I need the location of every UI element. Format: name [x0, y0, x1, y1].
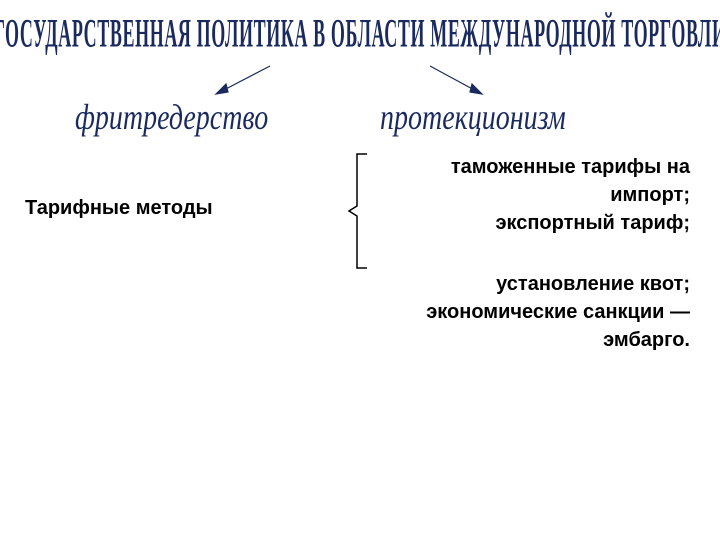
tariff-line: импорт;: [350, 181, 690, 209]
main-title: ГОСУДАРСТВЕННАЯ ПОЛИТИКА В ОБЛАСТИ МЕЖДУ…: [0, 11, 720, 57]
subtitle-right: протекционизм: [380, 98, 566, 140]
nontariff-line: установление квот;: [350, 270, 690, 298]
subtitle-left: фритредерство: [75, 98, 268, 140]
arrow-left-icon: [208, 64, 278, 100]
tariff-line: таможенные тарифы на: [350, 153, 690, 181]
nontariff-items: установление квот; экономические санкции…: [350, 270, 690, 354]
methods-label: Тарифные методы: [25, 197, 213, 220]
arrow-right-icon: [422, 64, 492, 100]
tariff-items: таможенные тарифы на импорт; экспортный …: [350, 153, 690, 237]
tariff-line: экспортный тариф;: [350, 209, 690, 237]
nontariff-line: экономические санкции —: [350, 298, 690, 326]
nontariff-line: эмбарго.: [350, 326, 690, 354]
